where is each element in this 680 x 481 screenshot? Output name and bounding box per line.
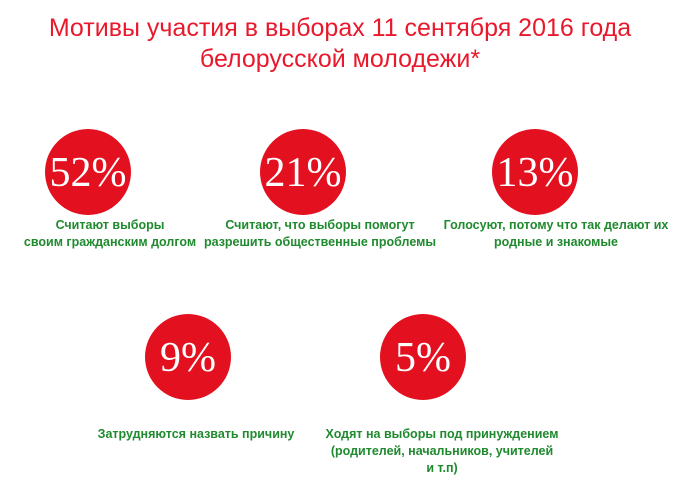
percent-circle xyxy=(380,314,466,400)
caption-line: разрешить общественные проблемы xyxy=(204,235,436,249)
title-line: белорусской молодежи* xyxy=(200,45,480,73)
caption-line: Считают, что выборы помогут xyxy=(225,218,414,232)
caption-line: Ходят на выборы под принуждением xyxy=(326,427,559,441)
percent-label: 13% xyxy=(497,150,574,196)
percent-circle xyxy=(45,129,131,215)
percent-circle xyxy=(492,129,578,215)
percent-circle xyxy=(260,129,346,215)
caption-line: и т.п) xyxy=(426,461,457,475)
percent-label: 9% xyxy=(160,335,216,381)
title-line: Мотивы участия в выборах 11 сентября 201… xyxy=(49,14,631,42)
caption-line: Голосуют, потому что так делают их xyxy=(444,218,669,232)
caption-line: родные и знакомые xyxy=(494,235,618,249)
percent-label: 52% xyxy=(50,150,127,196)
caption-line: Затрудняются назвать причину xyxy=(98,427,295,441)
caption-line: Считают выборы xyxy=(56,218,165,232)
caption-line: (родителей, начальников, учителей xyxy=(331,444,553,458)
caption-line: своим гражданским долгом xyxy=(24,235,196,249)
percent-circle xyxy=(145,314,231,400)
percent-label: 21% xyxy=(265,150,342,196)
percent-label: 5% xyxy=(395,335,451,381)
